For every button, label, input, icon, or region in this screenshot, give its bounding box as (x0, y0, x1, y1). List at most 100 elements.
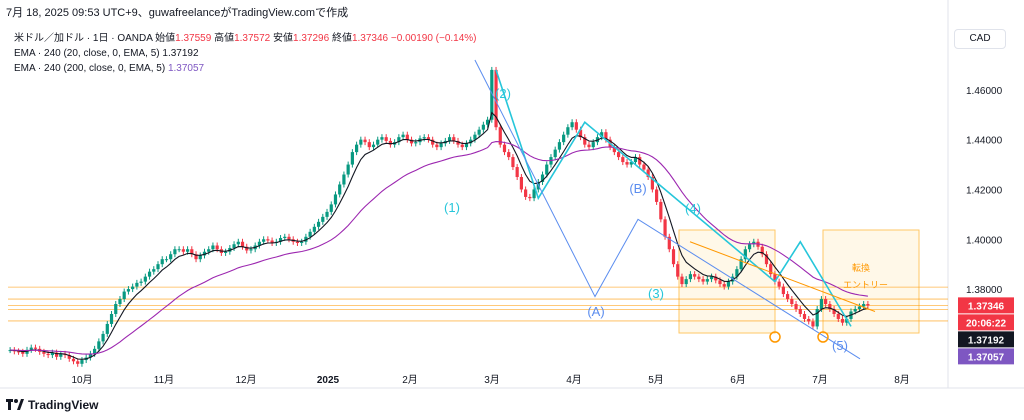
candle-body (460, 144, 464, 148)
candle-body (557, 142, 562, 150)
candle-body (422, 137, 426, 139)
candle-body (739, 259, 743, 270)
ema20-row[interactable]: EMA · 240 (20, close, 0, EMA, 5) 1.37192 (14, 48, 199, 59)
x-tick-label: 12月 (235, 374, 256, 386)
tradingview-brand[interactable]: TradingView (6, 398, 98, 412)
candle-body (824, 299, 828, 305)
candle-body (612, 147, 616, 153)
candle-body (790, 299, 794, 305)
open-value: 1.37559 (175, 33, 212, 44)
candle-body (287, 236, 291, 240)
candle-body (524, 189, 528, 197)
ema200-line (10, 141, 868, 355)
candle-body (680, 276, 684, 285)
candle-body (270, 240, 274, 244)
candle-body (743, 249, 747, 260)
candle-body (578, 129, 583, 138)
candle-body (143, 276, 147, 282)
candle-body (257, 241, 262, 246)
x-tick-label: 6月 (730, 374, 746, 386)
candle-body (452, 137, 456, 141)
candle-body (405, 134, 409, 140)
price-badge-label: 20:06:22 (966, 318, 1006, 329)
candle-body (688, 274, 693, 280)
candle-body (456, 140, 460, 145)
candle-body (363, 139, 367, 143)
candle-body (54, 352, 59, 357)
candle-body (194, 254, 198, 260)
wave-label: (4) (685, 201, 701, 216)
candle-body (59, 353, 63, 357)
candle-body (671, 249, 676, 265)
y-tick-label: 1.38000 (966, 285, 1003, 296)
candle-body (591, 142, 595, 148)
candle-body (511, 157, 515, 168)
candle-body (164, 259, 169, 261)
candle-body (295, 241, 300, 244)
candle-body (726, 281, 731, 287)
currency-button[interactable]: CAD (954, 29, 1006, 49)
candle-body (642, 164, 646, 170)
x-tick-label: 10月 (71, 374, 92, 386)
candle-body (325, 211, 329, 217)
candle-body (401, 134, 405, 138)
price-badge (958, 331, 1014, 348)
candle-body (676, 264, 680, 277)
candle-body (507, 152, 511, 158)
candle-body (616, 152, 621, 158)
candle-body (33, 347, 38, 349)
candle-body (570, 122, 574, 128)
candle-body (857, 306, 862, 310)
candle-body (540, 174, 545, 182)
candle-body (735, 269, 739, 277)
x-tick-label: 2025 (317, 375, 340, 386)
wave-label: (5) (832, 338, 848, 353)
low-value: 1.37296 (293, 33, 330, 44)
candle-body (147, 271, 152, 277)
chart-header: 7月 18, 2025 09:53 UTC+9、guwafreelanceがTr… (6, 7, 349, 19)
candle-body (342, 174, 346, 185)
candle-body (316, 221, 321, 227)
candle-body (198, 255, 202, 260)
candle-body (802, 313, 807, 319)
candle-body (604, 132, 608, 140)
candle-body (667, 236, 671, 250)
candle-body (397, 137, 401, 143)
candle-body (777, 281, 781, 287)
candle-body (42, 351, 46, 354)
candle-body (71, 358, 76, 362)
candle-body (621, 157, 625, 163)
symbol-label[interactable]: 米ドル／加ドル · 1日 · OANDA (14, 33, 153, 44)
candle-body (122, 291, 126, 300)
candle-body (169, 254, 173, 260)
y-tick-label: 1.44000 (966, 136, 1003, 147)
candle-body (76, 361, 80, 364)
candle-body (811, 321, 815, 327)
candle-body (853, 309, 857, 312)
y-tick-label: 1.42000 (966, 185, 1003, 196)
candle-body (709, 276, 714, 280)
candle-body (574, 122, 578, 130)
candle-body (722, 284, 726, 287)
candle-body (414, 142, 418, 144)
candle-body (764, 254, 769, 265)
candle-body (283, 236, 287, 239)
candle-body (481, 124, 485, 130)
candle-body (80, 360, 84, 364)
x-tick-label: 8月 (894, 374, 910, 386)
candle-body (350, 152, 354, 165)
candle-body (629, 162, 633, 165)
candle-body (769, 264, 773, 275)
candle-body (118, 299, 122, 305)
ema200-row[interactable]: EMA · 240 (200, close, 0, EMA, 5) 1.3705… (14, 63, 205, 74)
candle-body (697, 276, 701, 280)
candle-body (464, 143, 469, 148)
candle-body (300, 241, 304, 244)
ohlc-row: 米ドル／加ドル · 1日 · OANDA 始値1.37559 高値1.37572… (14, 33, 477, 44)
chart-legend: 米ドル／加ドル · 1日 · OANDA 始値1.37559 高値1.37572… (14, 31, 477, 76)
candle-body (836, 313, 840, 319)
candle-body (752, 241, 756, 245)
candle-body (177, 249, 181, 251)
candle-body (807, 318, 811, 322)
